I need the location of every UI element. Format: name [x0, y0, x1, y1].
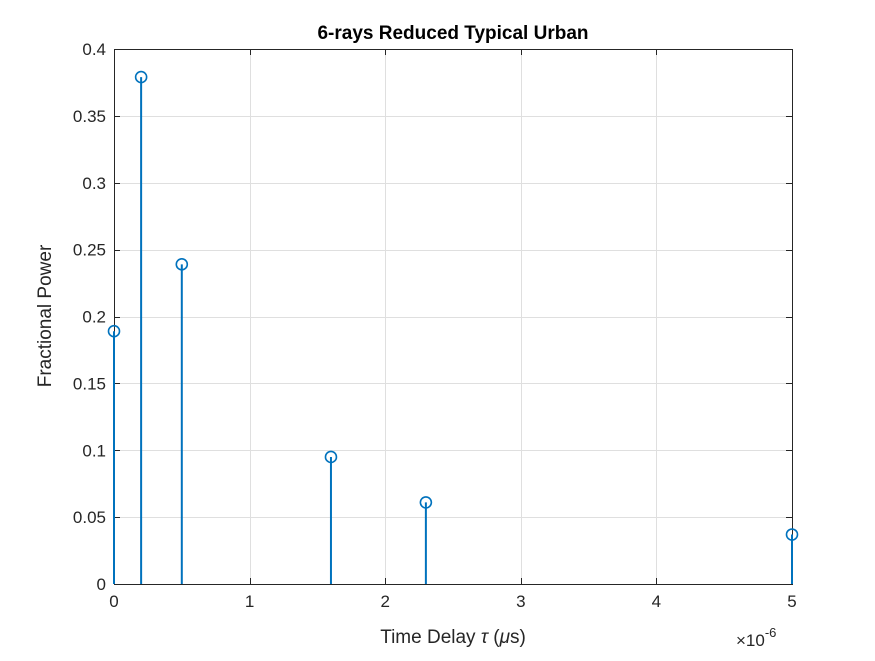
tick-marks [114, 49, 793, 585]
x-axis-label-symbol: τ [481, 627, 490, 648]
y-tick-label: 0.25 [73, 241, 106, 260]
tick-labels: 0 1 2 3 4 5 0 0.05 0.1 0.15 0.2 0.25 0.3 0.35 0.4 [73, 40, 797, 611]
stem-marker [107, 324, 121, 338]
x-axis-label-unit-mu: μ [499, 627, 511, 648]
x-tick-label: 1 [245, 592, 254, 611]
y-tick-label: 0.05 [73, 508, 106, 527]
y-tick-label: 0.15 [73, 374, 106, 393]
x-axis-label-unit-close: s) [510, 627, 526, 648]
x-axis-label-main: Time Delay [380, 627, 481, 648]
x-axis-exponent: ×10-6 [736, 625, 776, 650]
chart-title: 6-rays Reduced Typical Urban [317, 23, 588, 44]
y-tick-label: 0 [97, 575, 106, 594]
x-tick-label: 2 [380, 592, 389, 611]
y-tick-label: 0.35 [73, 107, 106, 126]
x-tick-label: 5 [787, 592, 796, 611]
y-axis-label: Fractional Power [35, 244, 56, 387]
stem-marker [175, 258, 189, 271]
stem-marker [134, 70, 148, 84]
y-tick-label: 0.3 [82, 174, 106, 193]
y-tick-label: 0.4 [82, 40, 106, 59]
axes-background [114, 49, 792, 584]
x-axis-label: Time Delay τ (μs) [380, 627, 526, 648]
x-tick-label: 4 [652, 592, 661, 611]
x-tick-label: 3 [516, 592, 525, 611]
stem-series [107, 70, 799, 584]
stem-marker [785, 528, 799, 541]
x-tick-label: 0 [109, 592, 118, 611]
x-axis-label-unit-open: ( [488, 627, 500, 648]
x-axis-exponent-power: -6 [765, 625, 777, 640]
stem-marker [419, 496, 433, 509]
x-axis-exponent-times: ×10 [736, 631, 765, 650]
stem-marker [324, 450, 338, 464]
y-tick-label: 0.1 [82, 441, 106, 460]
y-tick-label: 0.2 [82, 308, 106, 327]
